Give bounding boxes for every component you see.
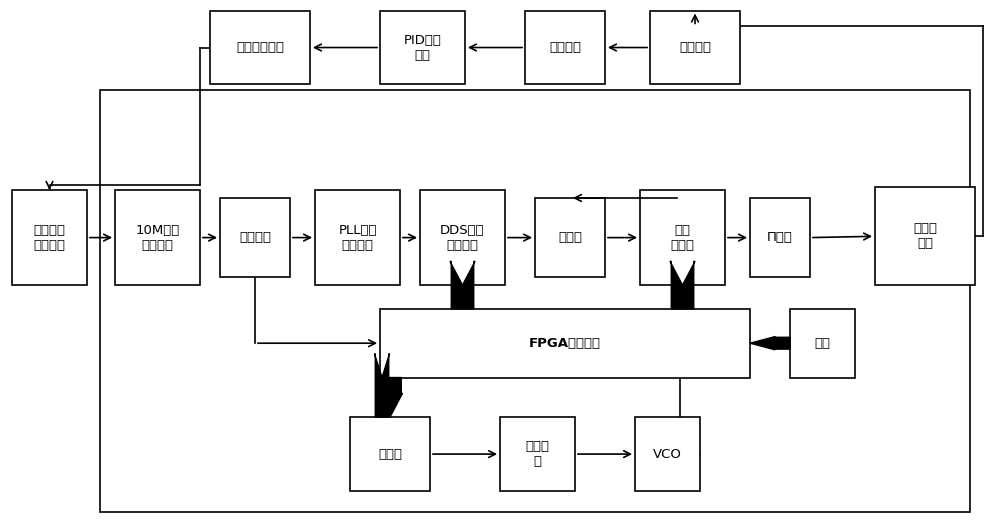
Text: Π网络: Π网络 [767, 231, 793, 244]
FancyBboxPatch shape [380, 309, 750, 378]
Text: 前级压控
电压输出: 前级压控 电压输出 [34, 223, 66, 252]
Text: FPGA控制电路: FPGA控制电路 [529, 337, 601, 350]
Text: 程控
衰减器: 程控 衰减器 [670, 223, 694, 252]
Text: 频谱搬移: 频谱搬移 [679, 41, 711, 54]
Text: 主机: 主机 [814, 337, 830, 350]
FancyBboxPatch shape [875, 187, 975, 285]
FancyBboxPatch shape [380, 11, 465, 84]
Text: 10M恒温
压控晶振: 10M恒温 压控晶振 [135, 223, 180, 252]
FancyBboxPatch shape [350, 417, 430, 491]
FancyBboxPatch shape [790, 309, 855, 378]
FancyBboxPatch shape [210, 11, 310, 84]
FancyBboxPatch shape [650, 11, 740, 84]
FancyBboxPatch shape [12, 190, 87, 285]
Text: 锁相环: 锁相环 [378, 448, 402, 460]
FancyBboxPatch shape [525, 11, 605, 84]
FancyBboxPatch shape [750, 198, 810, 277]
FancyBboxPatch shape [500, 417, 575, 491]
FancyBboxPatch shape [635, 417, 700, 491]
FancyBboxPatch shape [315, 190, 400, 285]
Polygon shape [377, 378, 402, 417]
Polygon shape [450, 261, 475, 309]
Text: 环路滤
波: 环路滤 波 [526, 440, 550, 468]
Polygon shape [374, 354, 389, 417]
Polygon shape [670, 261, 695, 309]
Text: 时钟驱动: 时钟驱动 [239, 231, 271, 244]
Text: 信号提取: 信号提取 [549, 41, 581, 54]
Text: VCO: VCO [653, 448, 682, 460]
Text: PID参数
计算: PID参数 计算 [404, 33, 441, 62]
Polygon shape [750, 336, 790, 350]
FancyBboxPatch shape [220, 198, 290, 277]
FancyBboxPatch shape [640, 190, 725, 285]
FancyBboxPatch shape [420, 190, 505, 285]
Text: 上混频: 上混频 [558, 231, 582, 244]
FancyBboxPatch shape [535, 198, 605, 277]
FancyBboxPatch shape [115, 190, 200, 285]
Text: DDS频率
合成电路: DDS频率 合成电路 [440, 223, 485, 252]
Text: 数模转换电路: 数模转换电路 [236, 41, 284, 54]
Text: PLL时钟
倍频电路: PLL时钟 倍频电路 [338, 223, 377, 252]
FancyBboxPatch shape [100, 90, 970, 512]
Text: 微波谱
振腔: 微波谱 振腔 [913, 222, 937, 250]
